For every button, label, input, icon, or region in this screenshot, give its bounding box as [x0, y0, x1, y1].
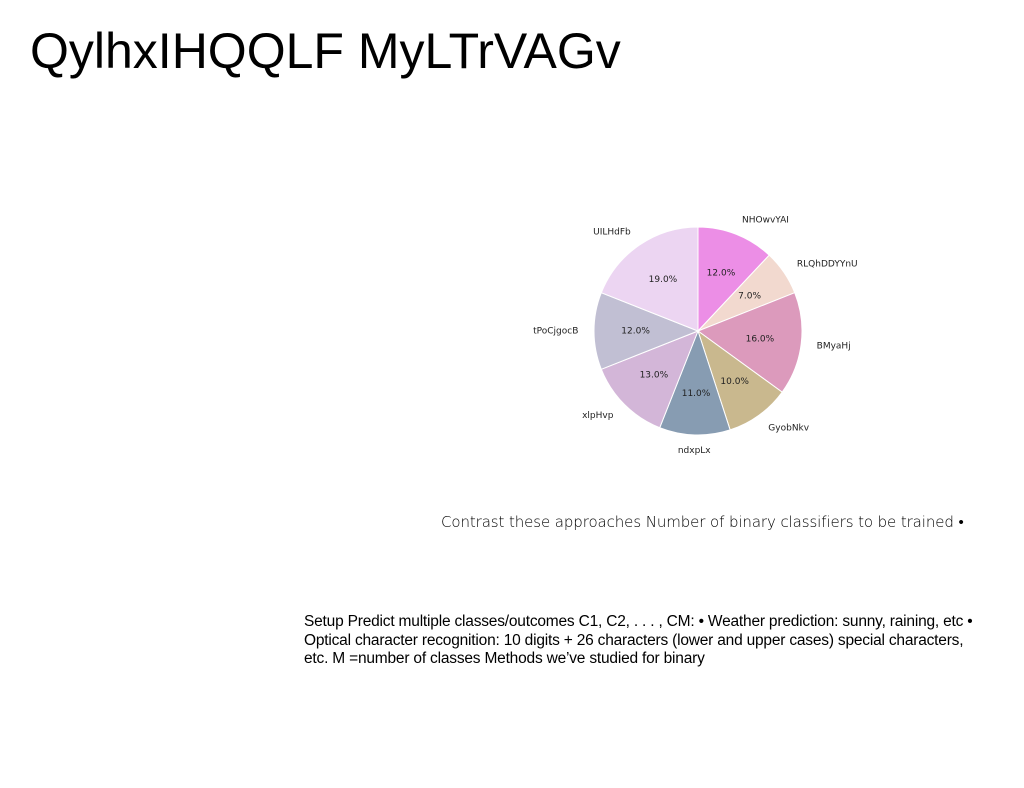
pie-chart: 12.0% NHOwvYAI 7.0% RLQhDDYYnU 16.0% BMyaHj 10…: [520, 192, 880, 482]
pie-category-label: tPoCjgocB: [533, 327, 578, 337]
pie-category-label: xlpHvp: [582, 411, 614, 421]
pie-category-label: NHOwvYAI: [742, 215, 789, 225]
pie-pct-label: 12.0%: [707, 268, 736, 278]
pie-pct-label: 11.0%: [682, 389, 711, 399]
body-paragraph: Setup Predict multiple classes/outcomes …: [304, 613, 973, 667]
pie-category-label: BMyaHj: [817, 341, 851, 351]
pie-category-label: RLQhDDYYnU: [797, 259, 858, 269]
pie-category-label: ndxpLx: [678, 446, 711, 456]
chart-caption: Contrast these approaches Number of bina…: [441, 513, 964, 531]
pie-chart-svg: 12.0% NHOwvYAI 7.0% RLQhDDYYnU 16.0% BMyaHj 10…: [533, 215, 858, 456]
pie-pct-label: 10.0%: [720, 377, 749, 387]
pie-pct-label: 13.0%: [640, 371, 669, 381]
pie-slice-xlpHvp: [600, 330, 699, 429]
pie-pct-label: 16.0%: [746, 334, 775, 344]
pie-category-label: GyobNkv: [768, 423, 809, 433]
pie-slice-BMyaHj: [696, 292, 803, 393]
pie-slice-NHOwvYAI: [697, 226, 770, 333]
pie-pct-label: 12.0%: [621, 327, 650, 337]
pie-category-label: UILHdFb: [593, 228, 631, 238]
pie-slice-ndxpLx: [659, 329, 731, 436]
pie-slice-UILHdFb: [600, 226, 699, 332]
slide-title: QylhxIHQQLF MyLTrVAGv: [30, 23, 621, 79]
pie-slice-tPoCjgocB: [593, 292, 700, 370]
pie-pct-label: 7.0%: [738, 291, 761, 301]
pie-pct-label: 19.0%: [649, 275, 678, 285]
